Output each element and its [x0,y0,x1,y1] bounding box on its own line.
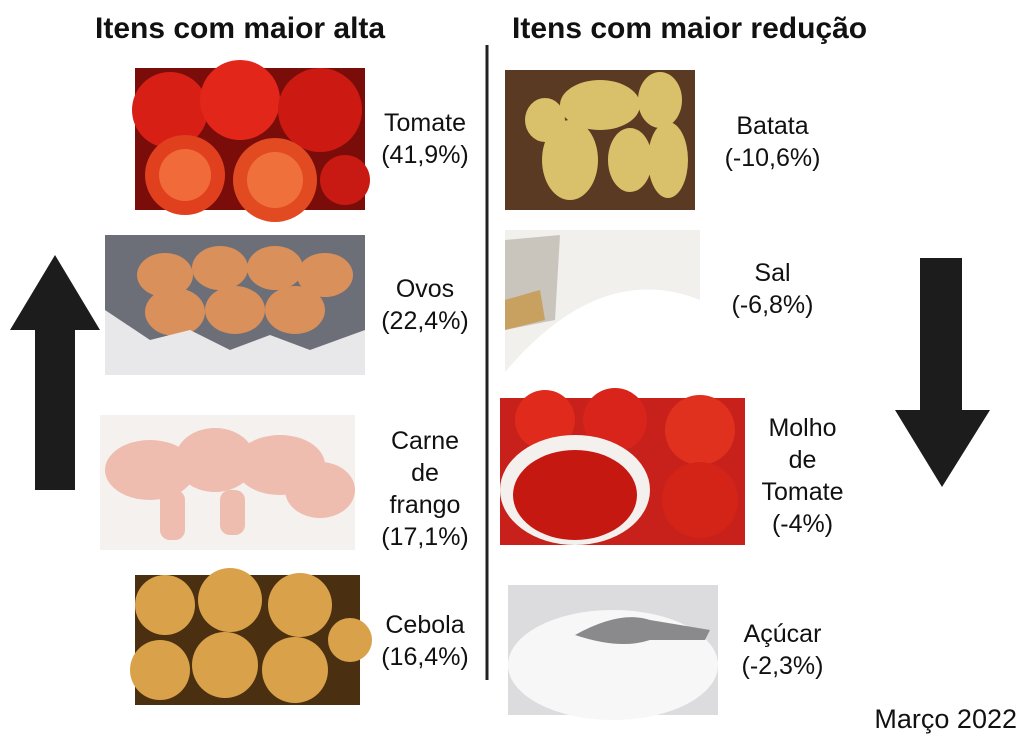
item-label: Carne de frango(17,1%) [370,425,480,553]
sauce-image [500,388,745,545]
salt-image [505,230,700,372]
item-text: (17,1%) [370,521,480,553]
item-label: Açúcar(-2,3%) [720,618,845,682]
potato-image [505,70,695,210]
item-text: (16,4%) [370,641,480,673]
tomato-image [132,60,370,222]
item-text: (-4%) [745,508,860,540]
item-label: Ovos(22,4%) [370,273,480,337]
date: Março 2022 [874,704,1017,735]
item-text: Cebola [370,609,480,641]
item-text: Tomate [370,107,480,139]
item-text: Carne de frango [385,425,465,521]
item-text: Ovos [370,273,480,305]
item-label: Cebola(16,4%) [370,609,480,673]
item-text: Sal [710,257,835,289]
item-label: Tomate(41,9%) [370,107,480,171]
sugar-image [508,585,718,720]
eggs-image [105,235,365,375]
decor [0,0,1025,737]
item-text: Molho de Tomate [755,412,850,508]
infographic: Itens com maior alta Itens com maior red… [0,0,1025,737]
item-text: (-2,3%) [720,650,845,682]
item-text: (-10,6%) [710,142,835,174]
item-text: Batata [710,110,835,142]
item-text: (41,9%) [370,139,480,171]
item-label: Molho de Tomate(-4%) [745,412,860,540]
up-arrow [10,255,100,490]
onion-image [130,568,372,705]
item-label: Batata(-10,6%) [710,110,835,174]
down-arrow [895,258,990,487]
item-text: Açúcar [720,618,845,650]
item-text: (-6,8%) [710,289,835,321]
chicken-image [100,415,355,550]
item-text: (22,4%) [370,305,480,337]
item-label: Sal(-6,8%) [710,257,835,321]
